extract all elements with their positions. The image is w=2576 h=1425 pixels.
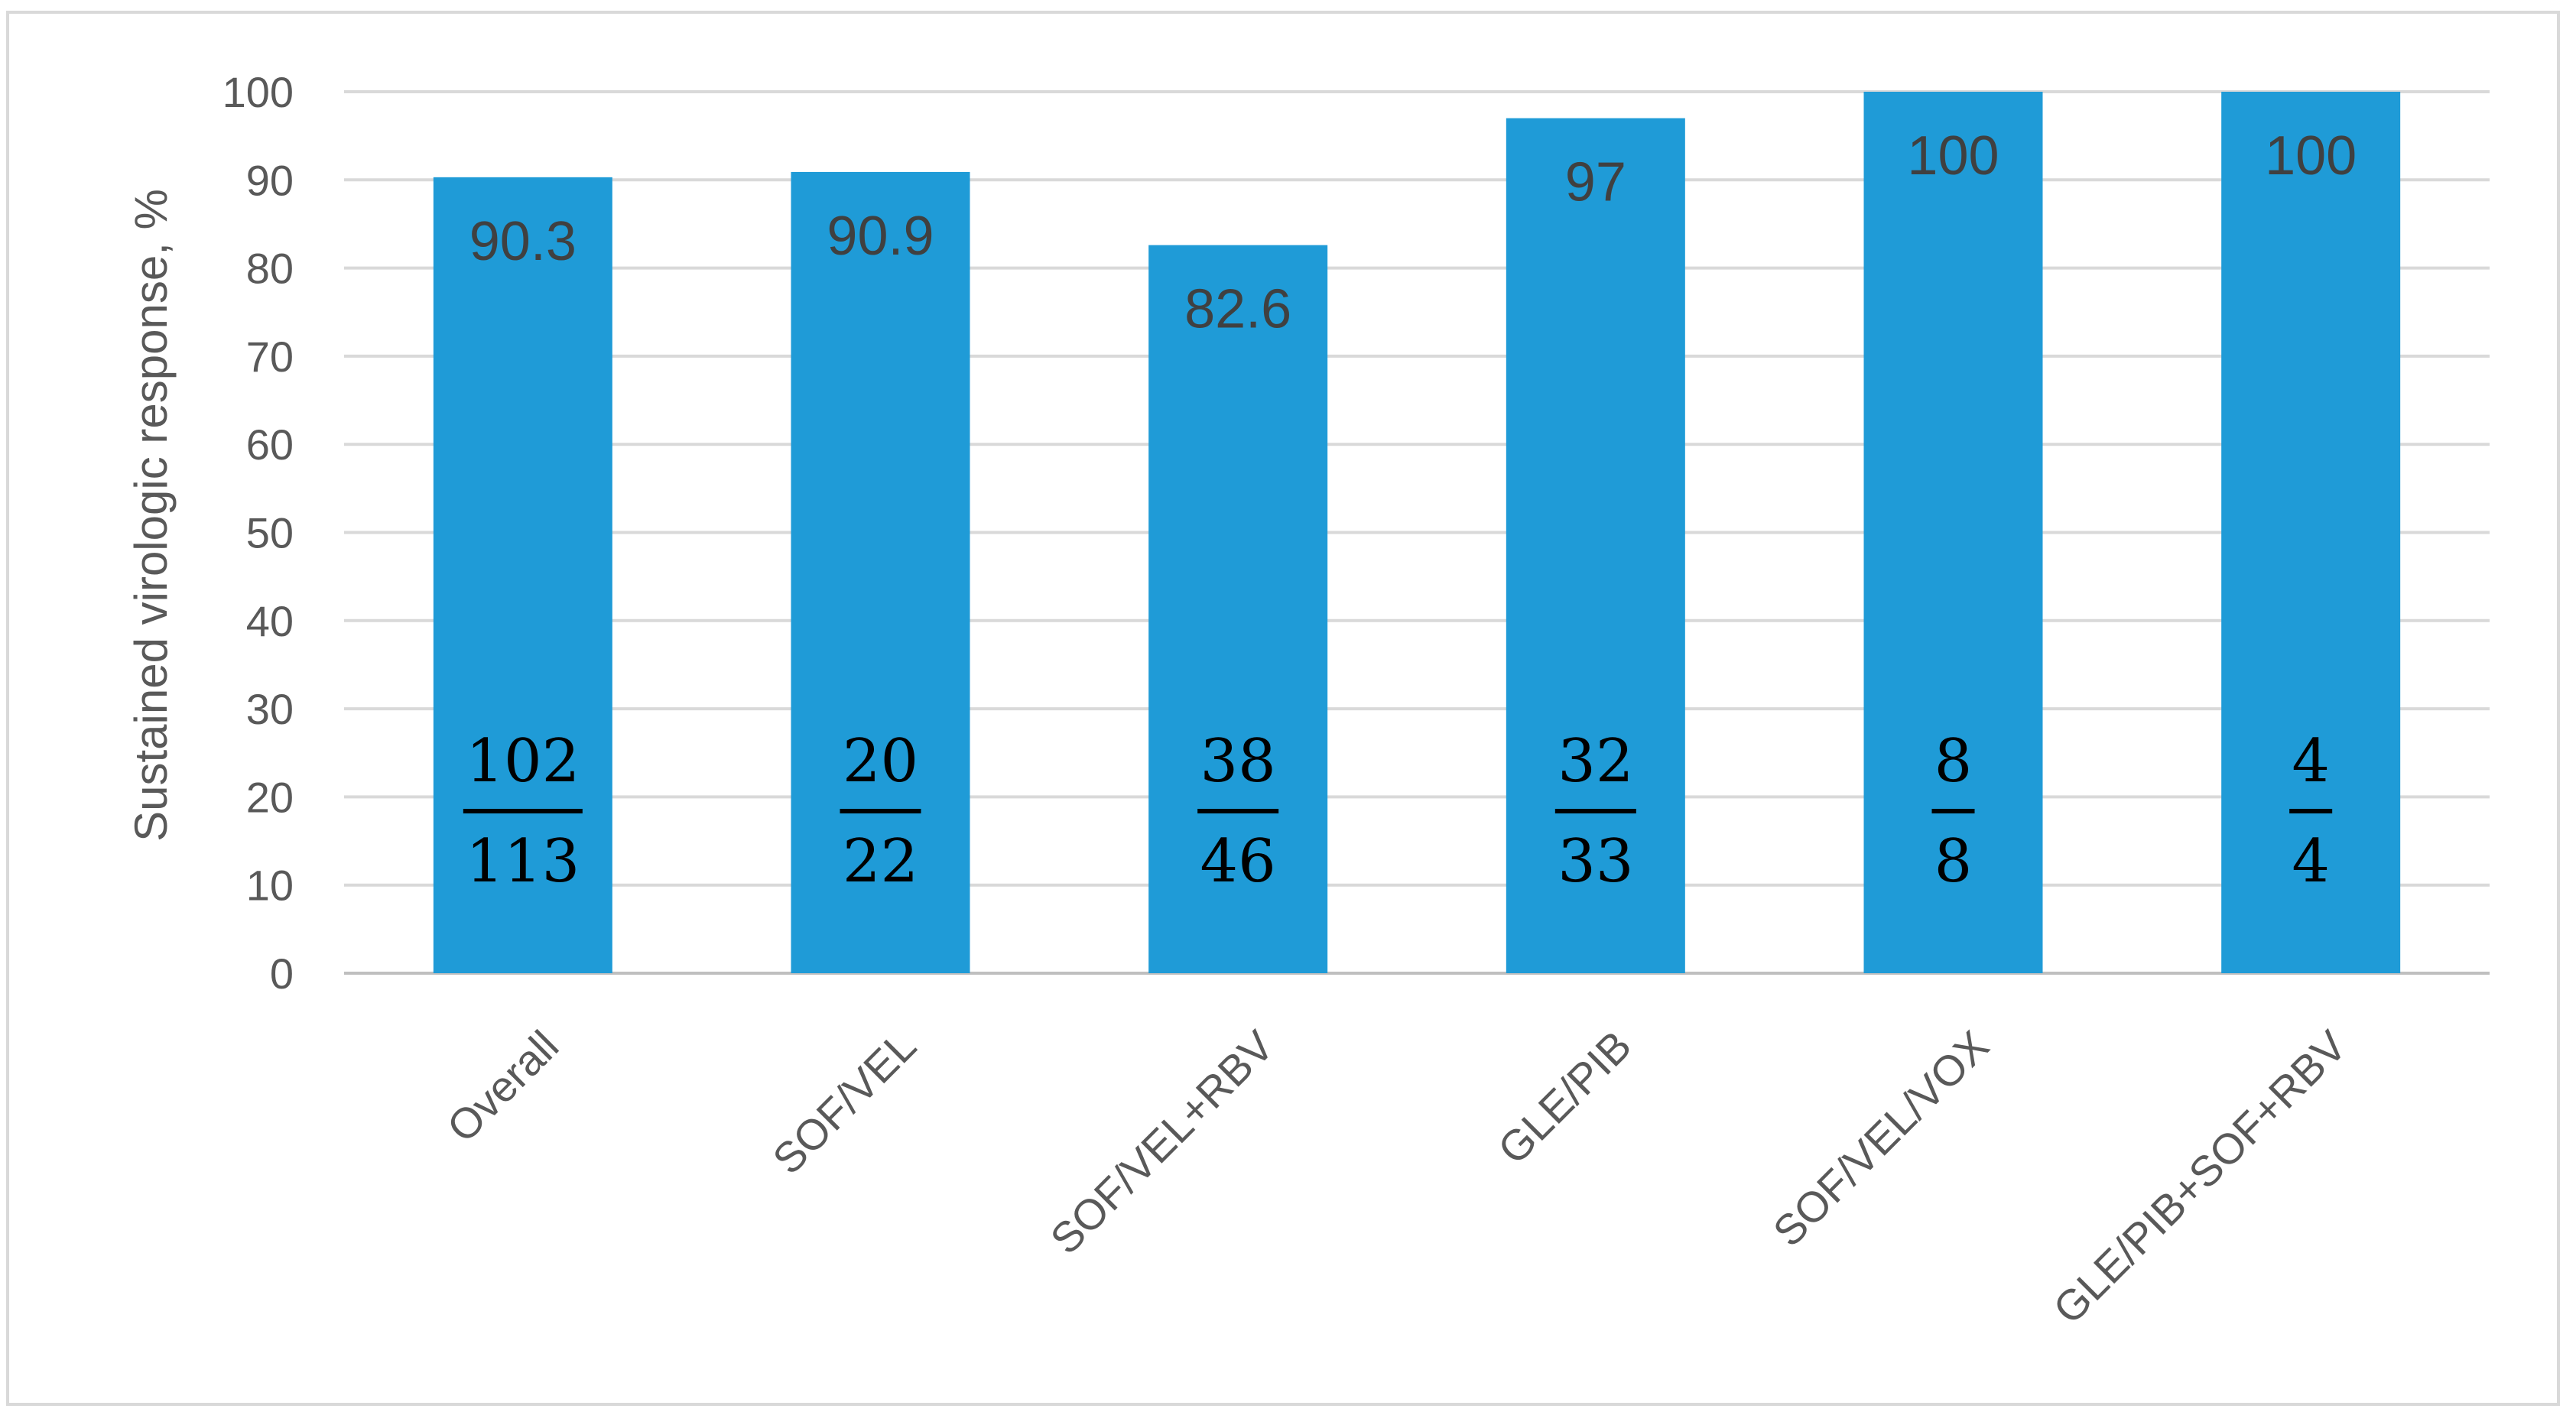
fraction-denominator: 113	[466, 827, 580, 896]
y-tick-label: 60	[246, 420, 294, 469]
fraction-denominator: 33	[1558, 827, 1633, 896]
fraction-numerator: 38	[1200, 727, 1276, 796]
bar	[433, 177, 612, 973]
bar	[1863, 92, 2043, 973]
fraction-numerator: 32	[1558, 727, 1633, 796]
bar-value-label: 82.6	[1184, 279, 1291, 340]
x-category-label: SOF/VEL	[763, 1021, 925, 1183]
y-tick-label: 30	[246, 685, 294, 733]
x-category-label: GLE/PIB+SOF+RBV	[2044, 1021, 2356, 1332]
y-tick-label: 50	[246, 509, 294, 557]
bar	[1148, 245, 1328, 973]
gridlines	[344, 90, 2490, 975]
fraction-denominator: 46	[1200, 827, 1276, 896]
fraction-numerator: 4	[2292, 727, 2330, 796]
bar	[791, 171, 970, 974]
bar-value-label: 100	[1907, 125, 1999, 187]
x-category-label: Overall	[437, 1021, 567, 1151]
bar-value-label: 90.3	[469, 211, 577, 272]
bars	[433, 92, 2401, 974]
y-tick-label: 90	[246, 156, 294, 204]
y-tick-label: 10	[246, 862, 294, 910]
x-category-label: SOF/VEL+RBV	[1041, 1021, 1283, 1263]
fraction-numerator: 8	[1934, 727, 1973, 796]
bar-value-label: 90.9	[827, 206, 934, 267]
x-category-label: SOF/VEL/VOX	[1764, 1021, 1998, 1255]
x-axis-categories: Overall SOF/VEL SOF/VEL+RBV GLE/PIB SOF/VEL/…	[437, 1021, 2356, 1332]
y-tick-label: 0	[270, 949, 294, 998]
y-tick-label: 70	[246, 333, 294, 381]
y-tick-label: 20	[246, 773, 294, 821]
fraction-denominator: 22	[843, 827, 918, 896]
data-labels: 90.3 102 113 90.9 20 22 82.6 38 46 97 32 33 100 8 8 100…	[463, 125, 2357, 896]
fraction-denominator: 4	[2292, 827, 2330, 896]
bar	[2221, 92, 2401, 973]
y-axis-ticks: 0 10 20 30 40 50 60 70 80 90 100	[223, 68, 294, 998]
y-tick-label: 40	[246, 597, 294, 645]
y-tick-label: 80	[246, 245, 294, 293]
fraction-numerator: 102	[466, 727, 580, 796]
y-axis-title: Sustained virologic response, %	[125, 189, 177, 842]
fraction-numerator: 20	[843, 727, 918, 796]
x-category-label: GLE/PIB	[1489, 1021, 1641, 1173]
y-tick-label: 100	[223, 68, 294, 116]
fraction-denominator: 8	[1934, 827, 1973, 896]
bar-value-label: 100	[2265, 125, 2357, 187]
bar-value-label: 97	[1565, 152, 1626, 213]
bar	[1506, 118, 1685, 974]
